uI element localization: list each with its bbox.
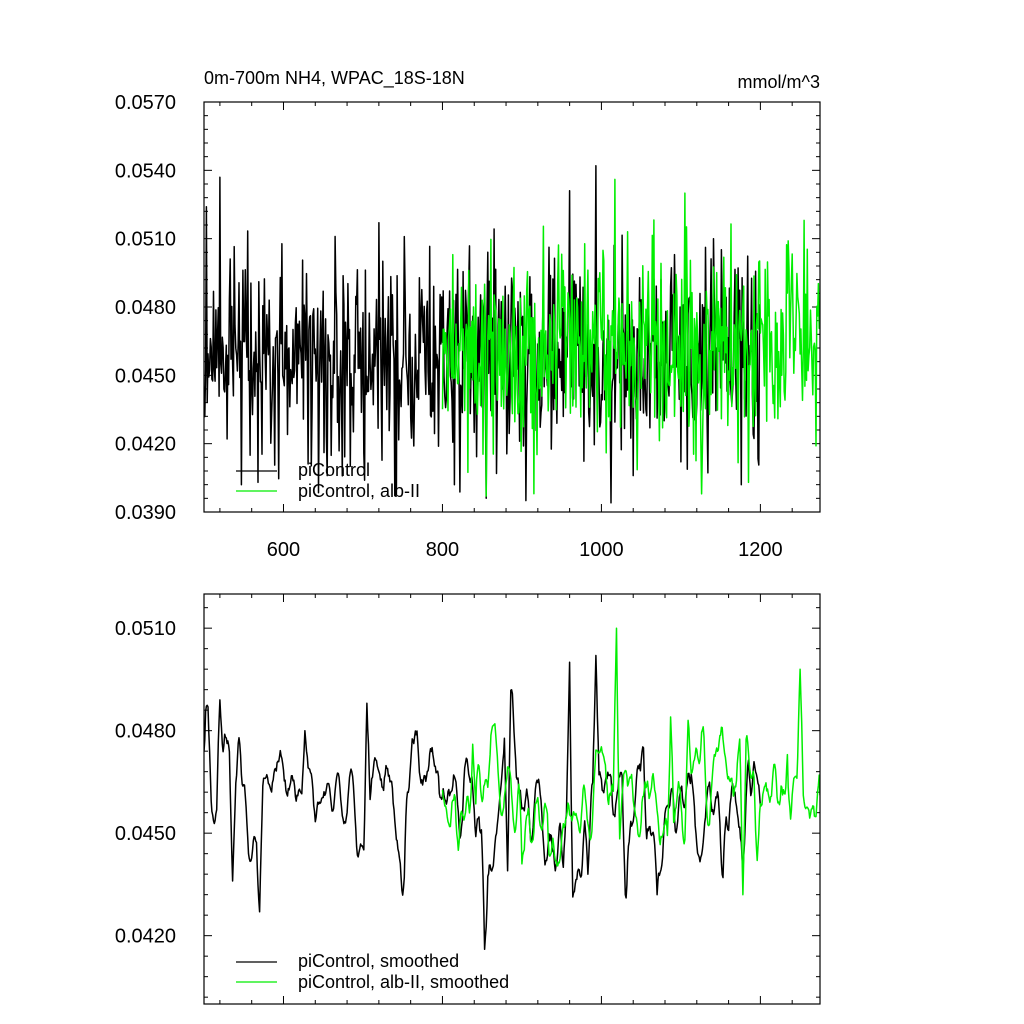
bottom-panel: 0.0420 0.0450 0.0480 0.0510 piControl, smoo… [115,593,821,1005]
series-line-picontrol-smoothed [204,654,762,951]
top-plot-frame [203,101,821,513]
top-legend: piControl piControl, alb-II [236,460,420,501]
legend-label-alb-ii: piControl, alb-II [298,481,420,501]
x-tick-label: 1000 [579,539,624,561]
y-tick-label: 0.0480 [115,297,176,319]
y-tick-label: 0.0390 [115,502,176,524]
y-tick-label: 0.0540 [115,160,176,182]
top-panel: 0m-700m NH4, WPAC_18S-18N mmol/m^3 0.039… [115,68,821,561]
bottom-legend: piControl, smoothed piControl, alb-II, s… [236,951,509,992]
bottom-plot-frame [203,593,821,1005]
y-tick-label: 0.0420 [115,926,176,948]
top-chart-title: 0m-700m NH4, WPAC_18S-18N [204,68,465,89]
x-tick-label: 600 [267,539,300,561]
x-tick-label: 1200 [738,539,783,561]
legend-label-picontrol-smoothed: piControl, smoothed [298,951,459,971]
y-tick-label: 0.0450 [115,823,176,845]
y-tick-label: 0.0570 [115,92,176,114]
y-tick-label: 0.0450 [115,365,176,387]
units-label: mmol/m^3 [738,72,820,92]
legend-label-alb-ii-smoothed: piControl, alb-II, smoothed [298,972,509,992]
series-line-picontrol-alb-ii-smoothed [441,627,820,896]
series-line-picontrol-alb-ii [441,178,820,497]
y-tick-label: 0.0420 [115,434,176,456]
legend-label-picontrol: piControl [298,460,370,480]
x-tick-label: 800 [426,539,459,561]
y-tick-label: 0.0510 [115,229,176,251]
y-tick-label: 0.0510 [115,618,176,640]
y-tick-label: 0.0480 [115,721,176,743]
